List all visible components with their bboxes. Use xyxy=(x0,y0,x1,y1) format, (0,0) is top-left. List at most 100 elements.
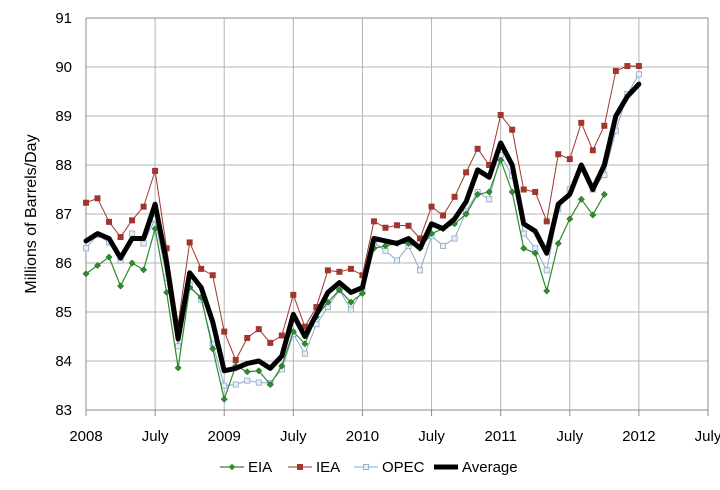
legend: EIA IEA OPEC Average xyxy=(220,459,518,476)
legend-item-opec: OPEC xyxy=(354,459,425,476)
point-opec-14 xyxy=(244,377,251,384)
y-axis-label: Millions of Barrels/Day xyxy=(23,134,40,293)
point-opec-27 xyxy=(393,257,400,264)
point-eia-44 xyxy=(589,211,597,219)
x-tick-label: 2008 xyxy=(69,428,102,445)
point-iea-33 xyxy=(463,169,470,176)
y-tick-label: 87 xyxy=(55,206,72,223)
x-tick-label: July xyxy=(418,428,445,445)
x-tick-label: July xyxy=(695,428,720,445)
y-axis-tick-labels: 83 84 85 86 87 88 89 90 91 xyxy=(55,10,72,419)
x-tick-label: 2011 xyxy=(485,428,517,445)
point-eia-40 xyxy=(543,287,551,295)
point-iea-40 xyxy=(543,218,550,225)
legend-swatch-marker xyxy=(228,463,236,471)
point-eia-1 xyxy=(93,261,102,270)
legend-label: OPEC xyxy=(382,459,425,476)
point-iea-6 xyxy=(152,167,159,174)
y-tick-label: 89 xyxy=(55,108,72,125)
point-opec-23 xyxy=(347,306,354,313)
point-opec-12 xyxy=(221,382,228,389)
point-eia-5 xyxy=(140,266,148,274)
point-iea-18 xyxy=(290,291,297,298)
point-iea-12 xyxy=(221,328,228,335)
point-eia-14 xyxy=(243,368,251,376)
y-tick-label: 88 xyxy=(55,157,72,174)
series-line-average xyxy=(83,81,642,374)
point-iea-11 xyxy=(209,272,216,279)
point-eia-43 xyxy=(577,195,585,203)
y-tick-label: 86 xyxy=(55,255,72,272)
point-iea-36 xyxy=(497,112,504,119)
point-iea-42 xyxy=(566,156,573,163)
point-eia-45 xyxy=(600,190,608,198)
point-iea-45 xyxy=(601,122,608,129)
point-iea-13 xyxy=(232,357,239,364)
point-iea-0 xyxy=(83,199,90,206)
point-iea-39 xyxy=(532,188,539,195)
series-layer xyxy=(82,63,642,403)
point-eia-0 xyxy=(82,270,90,278)
y-tick-label: 91 xyxy=(55,10,72,27)
point-opec-48 xyxy=(635,71,642,78)
point-eia-4 xyxy=(128,259,136,267)
point-iea-26 xyxy=(382,224,389,231)
point-eia-34 xyxy=(474,190,482,198)
point-eia-38 xyxy=(520,244,528,252)
x-tick-label: 2012 xyxy=(622,428,655,445)
point-iea-1 xyxy=(94,195,101,202)
point-eia-33 xyxy=(462,210,470,218)
point-eia-2 xyxy=(105,253,113,261)
point-iea-32 xyxy=(451,193,458,200)
point-iea-47 xyxy=(624,63,631,70)
point-iea-30 xyxy=(428,203,435,210)
y-tick-label: 90 xyxy=(55,59,72,76)
point-opec-31 xyxy=(440,242,447,249)
legend-label: Average xyxy=(462,459,518,476)
point-iea-43 xyxy=(578,119,585,126)
point-iea-23 xyxy=(347,265,354,272)
point-iea-5 xyxy=(140,203,147,210)
y-tick-label: 85 xyxy=(55,304,72,321)
point-opec-40 xyxy=(543,267,550,274)
point-eia-22 xyxy=(335,286,343,294)
point-iea-2 xyxy=(106,218,113,225)
point-iea-14 xyxy=(244,334,251,341)
point-opec-15 xyxy=(255,379,262,386)
plot-area-frame xyxy=(85,17,709,411)
point-iea-44 xyxy=(589,147,596,154)
point-eia-35 xyxy=(485,188,493,196)
x-tick-label: 2010 xyxy=(346,428,379,445)
point-iea-37 xyxy=(509,126,516,133)
point-iea-10 xyxy=(198,265,205,272)
legend-item-eia: EIA xyxy=(220,459,272,476)
point-iea-17 xyxy=(278,332,285,339)
point-iea-41 xyxy=(555,151,562,158)
legend-label: IEA xyxy=(316,459,340,476)
x-tick-label: July xyxy=(556,428,583,445)
legend-label: EIA xyxy=(248,459,272,476)
point-opec-19 xyxy=(301,350,308,357)
x-tick-label: July xyxy=(142,428,169,445)
point-eia-41 xyxy=(554,239,562,247)
point-eia-15 xyxy=(255,367,263,375)
point-eia-12 xyxy=(220,395,228,403)
y-tick-label: 84 xyxy=(55,353,72,370)
point-eia-3 xyxy=(117,282,125,290)
point-eia-8 xyxy=(174,364,182,372)
point-opec-0 xyxy=(83,245,90,252)
point-opec-4 xyxy=(129,230,136,237)
point-iea-9 xyxy=(186,239,193,246)
series-average xyxy=(83,81,642,374)
point-opec-35 xyxy=(486,196,493,203)
point-opec-5 xyxy=(140,240,147,247)
x-tick-label: 2009 xyxy=(208,428,241,445)
point-eia-16 xyxy=(266,380,274,389)
point-iea-31 xyxy=(440,212,447,219)
point-eia-39 xyxy=(531,249,539,257)
point-iea-38 xyxy=(520,186,527,193)
point-eia-37 xyxy=(508,188,516,196)
point-eia-42 xyxy=(566,215,574,223)
